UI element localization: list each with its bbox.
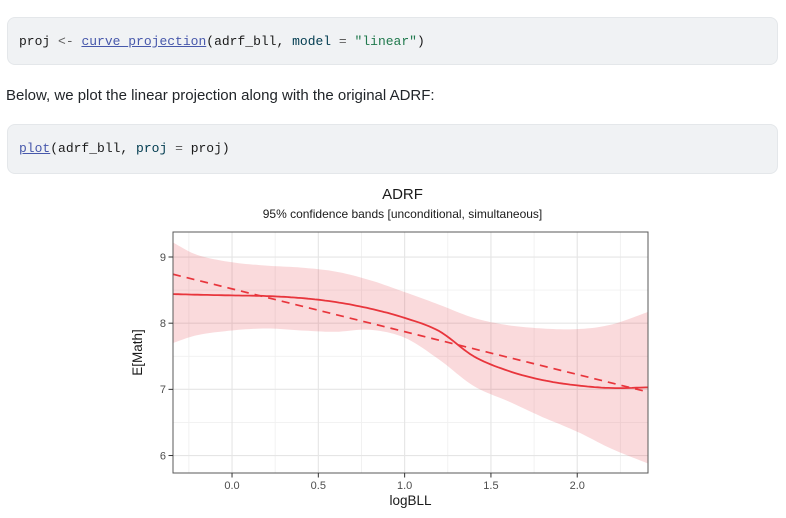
x-axis-title: logBLL [389,493,432,508]
code-token: = [338,34,347,49]
y-tick-label: 6 [160,450,166,462]
code-token [183,141,191,156]
code-token [167,141,175,156]
code-token: proj [136,141,168,156]
x-tick-label: 0.5 [311,480,326,492]
code-token: ) [416,34,425,49]
function-link[interactable]: curve_projection [81,34,207,49]
y-tick-label: 8 [160,318,166,330]
adrf-chart: 0.0 0.5 1.0 1.5 2.0 6 7 8 9 logBLL E[Math] ADRF 95% … [130,186,649,508]
code-block: plot(adrf_bll, proj = proj) [7,124,778,174]
code-token: ) [221,141,230,156]
panel-border [172,231,649,474]
code-token: model [292,34,332,49]
adrf-plot-figure: 0.0 0.5 1.0 1.5 2.0 6 7 8 9 logBLL E[Math] ADRF 95% … [130,178,661,513]
x-tick-label: 1.0 [397,480,412,492]
code-token: (adrf_bll, [206,34,293,49]
function-link[interactable]: plot [19,141,51,156]
projection-line [173,273,648,393]
code-token: proj [19,34,59,49]
paragraph-text: Below, we plot the linear projection alo… [6,87,435,104]
y-tick-label: 9 [160,252,166,264]
code-token: = [175,141,183,156]
code-line: plot(adrf_bll, proj = proj) [19,141,230,156]
x-tick-label: 1.5 [483,480,498,492]
chart-title: ADRF [382,186,423,203]
code-block: proj <- curve_projection(adrf_bll, model… [7,17,778,65]
code-token: (adrf_bll, [50,141,137,156]
panel-background [173,232,648,473]
x-tick-label: 2.0 [570,480,585,492]
code-token: <- [58,34,74,49]
x-tick-label: 0.0 [224,480,239,492]
adrf-curve [173,293,648,390]
chart-subtitle: 95% confidence bands [unconditional, sim… [263,207,543,221]
code-token [331,34,339,49]
code-token: "linear" [354,34,417,49]
code-token [347,34,355,49]
code-line: proj <- curve_projection(adrf_bll, model… [19,34,425,49]
y-axis-title: E[Math] [131,329,145,376]
y-tick-label: 7 [160,384,166,396]
code-token: proj [190,141,222,156]
